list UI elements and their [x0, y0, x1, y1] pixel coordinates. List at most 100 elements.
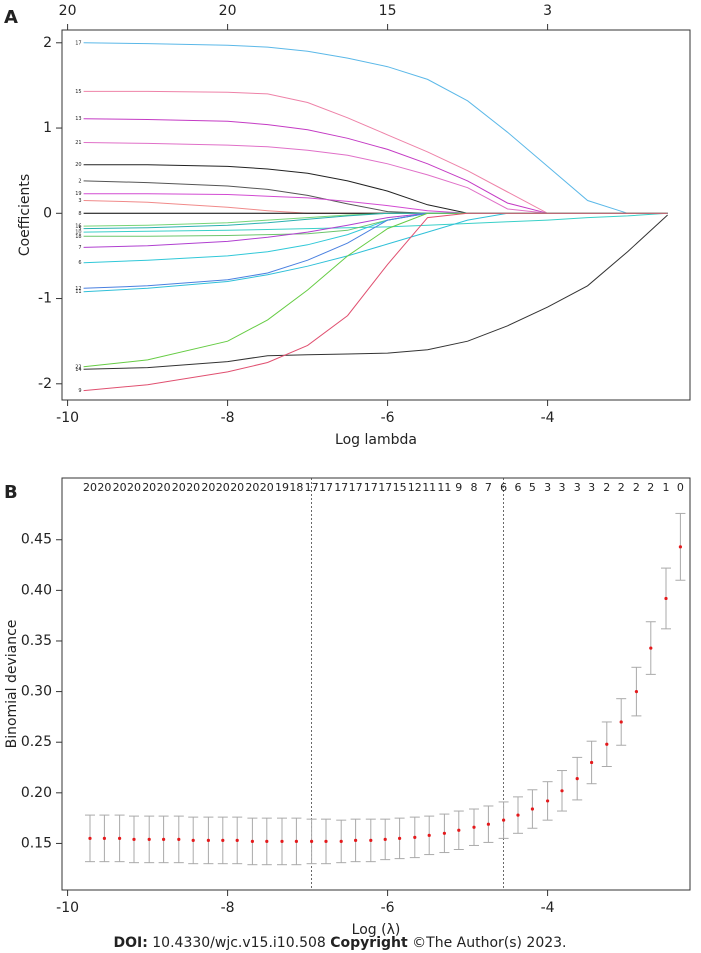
- top-count-label: 2: [633, 481, 640, 494]
- series-label: 12: [75, 286, 81, 292]
- top-count-label: 17: [305, 481, 319, 494]
- y-tick-label: 1: [43, 120, 52, 136]
- x-tick-label: -6: [381, 900, 395, 916]
- top-count-label: 19: [275, 481, 289, 494]
- y-tick-label: 0.15: [21, 835, 52, 851]
- top-count-label: 9: [455, 481, 462, 494]
- top-count-label: 2: [603, 481, 610, 494]
- coefficient-path: [83, 212, 668, 233]
- point: [619, 720, 623, 724]
- series-label: 5: [78, 226, 81, 232]
- x-tick-label: -4: [541, 900, 555, 916]
- coefficient-path: [83, 212, 668, 230]
- point: [221, 838, 225, 842]
- top-count-label: 11: [422, 481, 436, 494]
- top-count-label: 11: [437, 481, 451, 494]
- plot-frame: [61, 29, 691, 401]
- top-count-label: 20: [97, 481, 111, 494]
- coefficient-path: [83, 200, 668, 214]
- point: [88, 836, 92, 840]
- coefficient-path: [83, 214, 668, 370]
- point: [590, 760, 594, 765]
- top-count-label: 5: [529, 481, 536, 494]
- y-axis-title: Coefficients: [17, 174, 33, 256]
- coefficient-path: [83, 142, 668, 214]
- series-label: 7: [78, 245, 81, 251]
- top-count-label: 20: [113, 481, 127, 494]
- point: [575, 777, 579, 781]
- top-count-label: 15: [393, 481, 407, 494]
- top-count-label: 18: [289, 481, 303, 494]
- coefficient-path: [83, 42, 668, 214]
- x-axis-title: Log (λ): [352, 922, 401, 938]
- point: [634, 689, 639, 694]
- series-label: 19: [75, 191, 81, 197]
- plot-frame: [61, 477, 691, 891]
- top-tick-label: 20: [59, 3, 77, 19]
- coefficient-path: [83, 90, 668, 214]
- x-tick-label: -6: [381, 410, 395, 426]
- point: [516, 813, 520, 817]
- top-count-label: 17: [378, 481, 392, 494]
- top-count-label: 20: [230, 481, 244, 494]
- series-label: 9: [78, 388, 81, 394]
- top-count-label: 2: [647, 481, 654, 494]
- top-count-label: 3: [559, 481, 566, 494]
- point: [354, 838, 358, 842]
- coefficient-path: [83, 212, 668, 264]
- point: [102, 836, 106, 840]
- top-count-label: 2: [618, 481, 625, 494]
- point: [206, 838, 210, 842]
- point: [678, 545, 683, 549]
- footer: DOI: 10.4330/wjc.v15.i10.508 Copyright ©…: [113, 935, 566, 951]
- point: [457, 828, 461, 832]
- top-tick-label: 3: [543, 3, 552, 19]
- top-count-label: 7: [485, 481, 492, 494]
- coefficient-path: [83, 180, 668, 214]
- point: [502, 818, 506, 822]
- coefficient-path: [83, 118, 668, 214]
- point: [398, 836, 402, 840]
- series-label: 20: [75, 162, 81, 168]
- top-count-label: 20: [157, 481, 171, 494]
- x-tick-label: -8: [221, 900, 235, 916]
- point: [324, 839, 328, 844]
- series-label: 22: [75, 364, 81, 370]
- top-count-label: 20: [127, 481, 141, 494]
- top-count-label: 20: [186, 481, 200, 494]
- y-tick-label: 0.25: [21, 734, 52, 750]
- point: [132, 837, 136, 841]
- top-tick-label: 15: [379, 3, 397, 19]
- copyright: ©The Author(s) 2023.: [412, 935, 566, 951]
- y-tick-label: -2: [38, 376, 52, 392]
- point: [369, 838, 373, 842]
- series-label: 16: [75, 224, 81, 230]
- x-tick-label: -4: [541, 410, 555, 426]
- y-tick-label: 0: [43, 205, 52, 221]
- y-tick-label: 2: [43, 35, 52, 51]
- point: [280, 839, 284, 844]
- y-tick-label: 0.20: [21, 785, 52, 801]
- top-count-label: 3: [588, 481, 595, 494]
- top-count-label: 20: [201, 481, 215, 494]
- top-count-label: 20: [260, 481, 274, 494]
- point: [294, 839, 298, 844]
- series-label: 13: [75, 116, 81, 122]
- point: [177, 837, 181, 841]
- y-tick-label: 0.35: [21, 633, 52, 649]
- x-tick-label: -10: [56, 900, 79, 916]
- point: [472, 825, 476, 829]
- coefficient-path: [83, 212, 668, 392]
- point: [235, 838, 239, 842]
- point: [546, 799, 550, 803]
- top-count-label: 20: [83, 481, 97, 494]
- point: [191, 838, 195, 842]
- point: [162, 837, 166, 841]
- panel-label: B: [4, 482, 18, 503]
- y-tick-label: 0.45: [21, 532, 52, 548]
- coefficient-path: [83, 164, 668, 214]
- series-label: 2: [78, 178, 81, 184]
- top-tick-label: 20: [219, 3, 237, 19]
- point: [664, 596, 668, 601]
- series-label: 21: [75, 140, 81, 146]
